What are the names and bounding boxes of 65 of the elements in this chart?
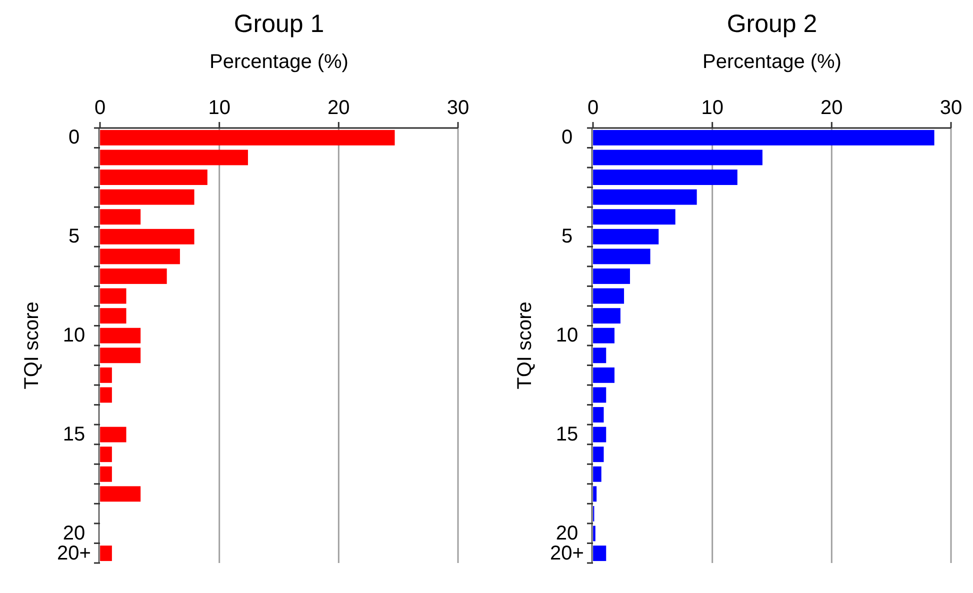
bar xyxy=(593,150,762,166)
bar xyxy=(100,288,126,304)
bar xyxy=(593,466,602,482)
bar xyxy=(100,248,180,264)
bar xyxy=(100,328,141,344)
bar xyxy=(100,228,194,244)
bar xyxy=(593,170,738,185)
bar xyxy=(593,189,697,205)
y-tick-label: 5 xyxy=(561,226,573,248)
bar xyxy=(100,446,112,462)
x-tick-label: 20 xyxy=(820,97,843,119)
x-tick-label: 30 xyxy=(940,97,962,119)
bar xyxy=(100,426,126,442)
bar xyxy=(593,268,630,284)
y-tick-label: 0 xyxy=(68,126,80,149)
y-tick-label: 10 xyxy=(62,324,86,347)
y-tick-label: 0 xyxy=(561,126,573,149)
y-tick-label: 20+ xyxy=(550,542,584,564)
bar xyxy=(593,328,614,344)
bar xyxy=(593,348,606,364)
bar xyxy=(593,446,604,462)
x-axis-title: Percentage (%) xyxy=(702,51,842,73)
bar xyxy=(100,367,112,383)
y-axis-title: TQI score xyxy=(21,302,43,390)
bar xyxy=(100,546,112,562)
y-tick-label: 5 xyxy=(68,226,80,248)
y-tick-label: 15 xyxy=(556,424,578,446)
y-tick-label: 15 xyxy=(62,424,86,446)
bar xyxy=(593,308,620,324)
bar xyxy=(593,426,606,442)
bar xyxy=(100,209,141,225)
bar xyxy=(100,348,141,364)
chart-title: Group 1 xyxy=(234,10,324,38)
x-axis-title: Percentage (%) xyxy=(210,51,348,73)
bar xyxy=(593,407,604,422)
chart-title: Group 2 xyxy=(726,10,818,38)
bar xyxy=(100,268,167,284)
bar xyxy=(593,288,624,304)
bar xyxy=(100,189,194,205)
x-tick-label: 10 xyxy=(208,97,230,119)
y-axis-title: TQI score xyxy=(514,302,536,390)
bar xyxy=(100,486,141,502)
bar xyxy=(593,209,676,225)
x-tick-label: 0 xyxy=(587,97,599,119)
x-tick-label: 10 xyxy=(701,97,724,119)
y-tick-label: 20+ xyxy=(57,542,91,564)
y-tick-label: 10 xyxy=(556,324,578,347)
x-tick-label: 0 xyxy=(94,97,106,119)
bar xyxy=(100,308,126,324)
bar xyxy=(593,228,659,244)
bar xyxy=(593,486,597,502)
bar xyxy=(100,150,248,166)
bar xyxy=(100,466,112,482)
bar xyxy=(100,170,208,185)
bar xyxy=(593,546,606,562)
bar xyxy=(593,130,934,146)
bar xyxy=(593,248,650,264)
x-tick-label: 20 xyxy=(328,97,350,119)
y-tick-label: 20 xyxy=(62,522,86,545)
bar xyxy=(100,130,395,146)
bar xyxy=(593,367,614,383)
bar xyxy=(100,387,112,403)
x-tick-label: 30 xyxy=(446,97,470,119)
y-tick-label: 20 xyxy=(556,522,578,545)
bar xyxy=(593,387,606,403)
